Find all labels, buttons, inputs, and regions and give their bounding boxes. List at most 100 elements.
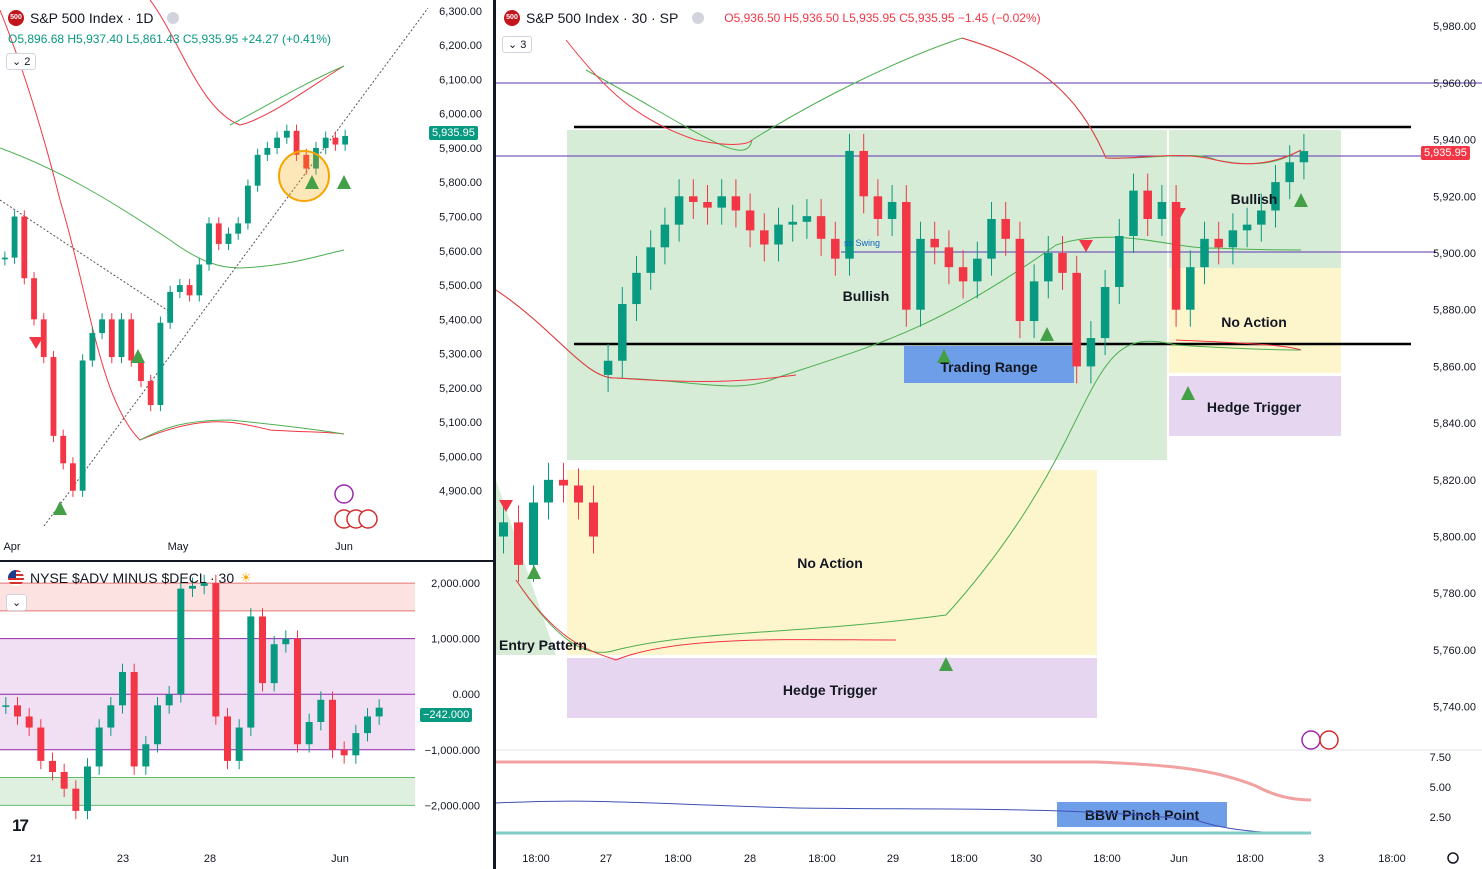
main-y-tick: 5,940.00 [1433, 135, 1476, 147]
main-event-us-flag-icon[interactable] [1319, 730, 1339, 750]
breadth-candle [107, 705, 115, 728]
daily-chart-header: 500 S&P 500 Index · 1D [8, 10, 180, 26]
breadth-y-tick: −2,000.000 [425, 800, 480, 812]
daily-bb-upper-green [229, 65, 345, 126]
daily-candle [50, 357, 57, 436]
main-y-tick: 5,800.00 [1433, 532, 1476, 544]
main-left-candle [589, 502, 598, 537]
breadth-candle [282, 638, 290, 645]
main-left-candle [544, 479, 553, 503]
main-open: O5,936.50 [724, 11, 781, 25]
daily-candle [264, 147, 271, 155]
main-candle [1242, 224, 1252, 231]
breadth-chart-title[interactable]: NYSE $ADV MINUS $DECL · 30 [30, 570, 235, 586]
breadth-legend-toggle[interactable]: ⌄ [6, 594, 28, 611]
main-candle [703, 201, 712, 208]
main-chart-pane[interactable]: Bullish Bullish Trading Range No Action Hedg… [496, 0, 1482, 869]
daily-candle [274, 137, 280, 148]
main-chart-canvas[interactable]: Bullish Bullish Trading Range No Action Hedg… [496, 0, 1482, 869]
main-candle [689, 196, 698, 202]
daily-buy-signal-icon [305, 175, 319, 189]
main-candle [774, 224, 783, 245]
daily-x-tick: Apr [3, 541, 20, 553]
breadth-chart-canvas[interactable]: 2,000.000 1,000.000 0.000 −1,000.000 −2,000.… [0, 562, 493, 869]
breadth-upper-zone [0, 583, 415, 611]
main-x-tick: 18:00 [808, 853, 836, 865]
breadth-candle [2, 705, 10, 707]
daily-candle [215, 223, 222, 244]
pane-divider-horizontal[interactable] [0, 560, 493, 562]
daily-candle [108, 319, 115, 358]
main-event-lightning-icon[interactable] [1301, 730, 1321, 750]
breadth-candle [154, 705, 161, 745]
visibility-eye-icon-main[interactable] [692, 12, 705, 24]
daily-y-tick: 5,000.00 [439, 451, 482, 463]
breadth-candle [364, 716, 371, 734]
daily-y-tick: 5,400.00 [439, 314, 482, 326]
daily-y-tick: 5,200.00 [439, 383, 482, 395]
daily-candle [138, 360, 144, 382]
main-x-tick: 29 [887, 853, 899, 865]
main-buy-signal-icon [1294, 193, 1308, 207]
daily-ohlc-readout: O5,896.68 H5,937.40 L5,861.43 C5,935.95 … [8, 32, 331, 46]
daily-candle [176, 285, 183, 292]
daily-y-tick: 5,800.00 [439, 177, 482, 189]
daily-chart-title[interactable]: S&P 500 Index · 1D [30, 10, 154, 26]
main-x-tick: 18:00 [1378, 853, 1406, 865]
breadth-candle [60, 772, 68, 789]
daily-candle [225, 233, 232, 244]
visibility-eye-icon[interactable] [167, 12, 180, 24]
main-candle [788, 221, 797, 225]
main-bb-upper-red [565, 37, 1302, 165]
daily-y-tick: 5,700.00 [439, 212, 482, 224]
daily-y-tick: 5,600.00 [439, 246, 482, 258]
daily-candle [99, 319, 105, 334]
main-chart-title[interactable]: S&P 500 Index · 30 · SP [526, 10, 679, 26]
label-ss-swing: ss Swing [844, 238, 880, 248]
main-candle [1171, 201, 1181, 310]
main-y-tick: 5,840.00 [1433, 418, 1476, 430]
breadth-y-tick: −1,000.000 [425, 745, 480, 757]
main-candle [1086, 338, 1096, 367]
breadth-candle [119, 672, 126, 706]
main-candle [1001, 218, 1010, 239]
breadth-candle [200, 583, 208, 586]
event-us-flag-icon[interactable] [358, 509, 378, 529]
main-last-price-tag: 5,935.95 [1421, 146, 1470, 160]
breadth-candle [235, 727, 243, 761]
daily-bb-middle [0, 147, 345, 269]
main-left-candle [529, 502, 538, 565]
main-candle [958, 267, 968, 282]
daily-candle [235, 223, 242, 234]
tradingview-logo[interactable]: 17 [12, 816, 29, 835]
daily-candle [167, 291, 174, 323]
bbw-y-tick: 7.50 [1430, 752, 1451, 764]
main-candle [1015, 238, 1025, 322]
daily-chart-canvas[interactable]: 6,300.00 6,200.00 6,100.00 6,000.00 5,900.00… [0, 0, 493, 560]
pane-divider-vertical[interactable] [493, 0, 496, 869]
main-candle [731, 196, 741, 211]
daily-high: H5,937.40 [67, 32, 123, 46]
daily-chart-pane[interactable]: 6,300.00 6,200.00 6,100.00 6,000.00 5,900.00… [0, 0, 493, 560]
settings-gear-icon[interactable] [1447, 852, 1459, 864]
main-candle [1285, 162, 1294, 183]
main-y-tick: 5,880.00 [1433, 305, 1476, 317]
main-candle [1029, 281, 1039, 322]
daily-candle [21, 216, 28, 279]
bbw-y-tick: 5.00 [1430, 782, 1451, 794]
daily-legend-toggle[interactable]: ⌄ 2 [6, 53, 37, 70]
label-entry-pattern: Entry Pattern [499, 637, 587, 653]
breadth-chart-pane[interactable]: 2,000.000 1,000.000 0.000 −1,000.000 −2,000.… [0, 562, 493, 869]
main-legend-toggle[interactable]: ⌄ 3 [502, 36, 533, 53]
breadth-candle [305, 722, 313, 745]
main-candle [1100, 287, 1110, 339]
main-candle [646, 247, 655, 273]
main-y-tick: 5,780.00 [1433, 588, 1476, 600]
breadth-candle [25, 716, 33, 728]
event-lightning-icon[interactable] [334, 484, 354, 504]
sp500-logo-icon: 500 [8, 10, 24, 26]
main-candle [1228, 230, 1238, 248]
main-candle [1157, 201, 1167, 219]
zone-no-action-right [1169, 268, 1341, 373]
daily-y-tick: 5,500.00 [439, 280, 482, 292]
